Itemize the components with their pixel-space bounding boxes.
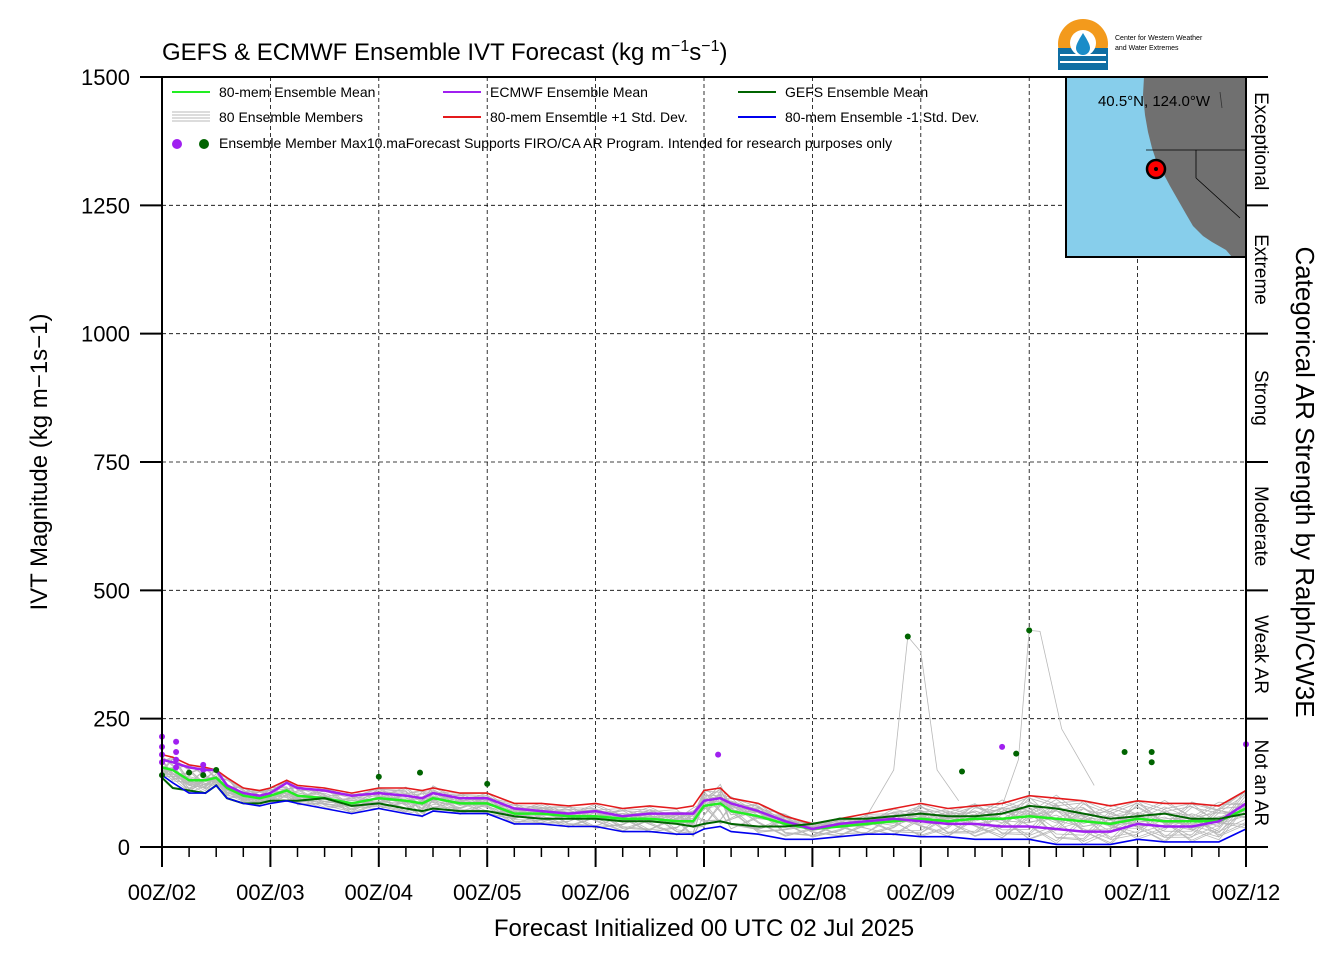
y-tick-label: 1250 bbox=[81, 193, 130, 218]
max-point-ecmwf bbox=[173, 738, 180, 745]
chart-title: GEFS & ECMWF Ensemble IVT Forecast (kg m… bbox=[162, 38, 728, 66]
max-point-gefs bbox=[200, 772, 207, 779]
category-label: Not an AR bbox=[1250, 739, 1271, 826]
legend-label-ecmwf-mean: ECMWF Ensemble Mean bbox=[490, 84, 648, 100]
legend-marker-ecmwf-max bbox=[172, 139, 182, 149]
legend-label-minus-std: 80-mem Ensemble -1 Std. Dev. bbox=[785, 109, 979, 125]
x-tick-label: 00Z/03 bbox=[236, 880, 305, 905]
cw3e-logo: Center for Western Weather and Water Ext… bbox=[1058, 19, 1203, 70]
max-point-gefs bbox=[375, 773, 382, 780]
y-tick-label: 500 bbox=[93, 578, 130, 603]
logo-text-line1: Center for Western Weather bbox=[1115, 35, 1203, 42]
series-line-80-mem-ensemble-mean bbox=[161, 766, 1247, 831]
land-shape bbox=[1143, 77, 1246, 257]
right-axis-label: Categorical AR Strength by Ralph/CW3E bbox=[1290, 246, 1320, 717]
max-point-gefs bbox=[1148, 749, 1155, 755]
ensemble-member-line bbox=[161, 756, 1247, 843]
y-tick-label: 1500 bbox=[81, 65, 130, 90]
category-label: Extreme bbox=[1250, 234, 1271, 305]
series-line-80-mem-ensemble-1-std-dev- bbox=[161, 753, 1247, 825]
max-point-gefs bbox=[1148, 759, 1155, 766]
legend-label-plus-std: 80-mem Ensemble +1 Std. Dev. bbox=[490, 109, 688, 125]
series-line-gefs-ensemble-mean bbox=[161, 776, 1247, 828]
x-tick-label: 00Z/12 bbox=[1212, 880, 1281, 905]
legend-label-max-points: Ensemble Member Max10.maForecast Support… bbox=[219, 135, 892, 151]
max-point-gefs bbox=[186, 769, 193, 776]
ensemble-member-line bbox=[866, 635, 960, 817]
max-point-ecmwf bbox=[173, 749, 180, 755]
x-tick-label: 00Z/08 bbox=[778, 880, 847, 905]
x-tick-label: 00Z/06 bbox=[561, 880, 630, 905]
y-tick-label: 1000 bbox=[81, 322, 130, 347]
legend-label-ensemble-mean: 80-mem Ensemble Mean bbox=[219, 84, 375, 100]
y-axis-label: IVT Magnitude (kg m−1s−1) bbox=[26, 313, 53, 610]
category-label: Weak AR bbox=[1250, 615, 1271, 694]
max-point-gefs bbox=[417, 769, 423, 776]
series-line-80-mem-ensemble-1-std-dev- bbox=[161, 774, 1247, 846]
x-tick-label: 00Z/04 bbox=[345, 880, 414, 905]
legend-label-gefs-mean: GEFS Ensemble Mean bbox=[785, 84, 928, 100]
x-tick-label: 00Z/05 bbox=[453, 880, 522, 905]
y-tick-label: 0 bbox=[118, 835, 130, 860]
max-point-ecmwf bbox=[715, 751, 722, 758]
logo-text-line2: and Water Extremes bbox=[1115, 45, 1179, 52]
legend-label-members: 80 Ensemble Members bbox=[219, 109, 363, 125]
y-tick-label: 750 bbox=[93, 450, 130, 475]
series-line-ecmwf-ensemble-mean bbox=[161, 758, 1247, 833]
x-tick-label: 00Z/10 bbox=[995, 880, 1064, 905]
logo-water-drop-icon bbox=[1076, 33, 1090, 55]
max-point-gefs bbox=[904, 633, 911, 640]
legend-marker-gefs-max bbox=[199, 139, 209, 149]
max-point-gefs bbox=[484, 780, 491, 787]
y-tick-label: 250 bbox=[93, 707, 130, 732]
x-tick-label: 00Z/07 bbox=[670, 880, 739, 905]
location-inset-map: 40.5°N, 124.0°W bbox=[1065, 76, 1247, 258]
legend-swatch-members bbox=[172, 111, 210, 122]
x-tick-label: 00Z/02 bbox=[128, 880, 197, 905]
max-point-gefs bbox=[1013, 750, 1020, 757]
max-point-ecmwf bbox=[999, 743, 1006, 750]
category-label: Strong bbox=[1250, 370, 1271, 426]
plot-area: 0 250 500 750 1000 1250 1500 00Z/02 00Z/03 00Z/04… bbox=[26, 65, 1320, 942]
category-label: Exceptional bbox=[1250, 92, 1271, 190]
legend: 80-mem Ensemble Mean ECMWF Ensemble Mean… bbox=[172, 84, 979, 151]
max-point-ecmwf bbox=[200, 767, 207, 773]
max-point-ecmwf bbox=[173, 756, 180, 763]
max-point-gefs bbox=[1121, 749, 1128, 755]
map-coordinate-label: 40.5°N, 124.0°W bbox=[1098, 93, 1211, 110]
max-point-ecmwf bbox=[200, 761, 207, 768]
max-point-ecmwf bbox=[173, 764, 180, 771]
ensemble-member-line bbox=[1001, 629, 1095, 807]
x-tick-label: 00Z/09 bbox=[887, 880, 956, 905]
max-point-gefs bbox=[213, 767, 220, 773]
max-point-gefs bbox=[1026, 627, 1033, 634]
max-point-gefs bbox=[959, 768, 965, 775]
category-label: Moderate bbox=[1250, 486, 1271, 566]
x-tick-label: 00Z/11 bbox=[1104, 880, 1171, 905]
x-axis-label: Forecast Initialized 00 UTC 02 Jul 2025 bbox=[494, 915, 914, 942]
